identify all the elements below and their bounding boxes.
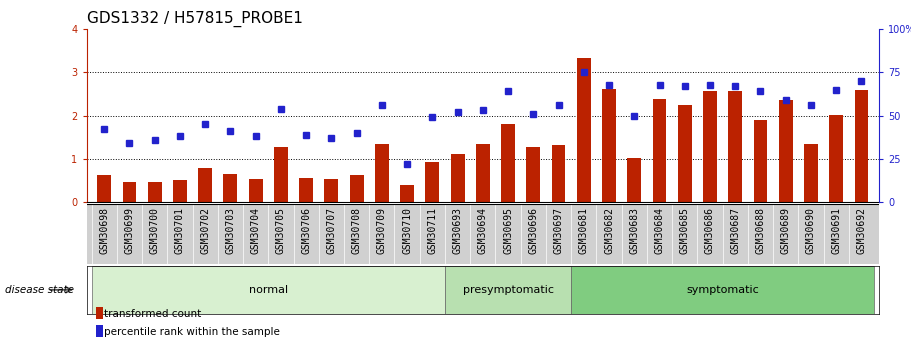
Text: GSM30704: GSM30704: [251, 207, 261, 254]
Text: GSM30687: GSM30687: [731, 207, 741, 254]
Text: GSM30684: GSM30684: [654, 207, 664, 254]
Bar: [804, 144, 818, 202]
Bar: [628, 158, 641, 202]
Bar: [577, 58, 590, 202]
Bar: [97, 175, 111, 202]
Bar: [445, 266, 571, 314]
Text: presymptomatic: presymptomatic: [463, 285, 554, 295]
Text: percentile rank within the sample: percentile rank within the sample: [105, 327, 281, 337]
Bar: [324, 179, 338, 202]
Bar: [501, 124, 515, 202]
Text: GSM30692: GSM30692: [856, 207, 866, 254]
Bar: [451, 155, 465, 202]
Bar: [249, 179, 262, 202]
Bar: [173, 180, 187, 202]
Text: GSM30690: GSM30690: [806, 207, 816, 254]
Text: GSM30709: GSM30709: [377, 207, 387, 254]
Bar: [602, 89, 616, 202]
Text: GSM30702: GSM30702: [200, 207, 210, 254]
Text: GSM30694: GSM30694: [478, 207, 487, 254]
Text: GSM30708: GSM30708: [352, 207, 362, 254]
Text: GSM30701: GSM30701: [175, 207, 185, 254]
Bar: [148, 183, 161, 202]
Text: GSM30683: GSM30683: [630, 207, 640, 254]
Text: GSM30693: GSM30693: [453, 207, 463, 254]
Bar: [92, 266, 445, 314]
Text: GSM30711: GSM30711: [427, 207, 437, 254]
Text: transformed count: transformed count: [105, 309, 201, 319]
Text: GSM30698: GSM30698: [99, 207, 109, 254]
Bar: [375, 144, 389, 202]
Text: GDS1332 / H57815_PROBE1: GDS1332 / H57815_PROBE1: [87, 10, 302, 27]
Bar: [476, 144, 490, 202]
Bar: [552, 145, 566, 202]
Bar: [425, 162, 439, 202]
Text: GSM30699: GSM30699: [125, 207, 135, 254]
Text: GSM30685: GSM30685: [680, 207, 690, 254]
Bar: [350, 175, 363, 202]
Bar: [571, 266, 874, 314]
Bar: [678, 105, 691, 202]
Bar: [855, 90, 868, 202]
Text: GSM30686: GSM30686: [705, 207, 715, 254]
Bar: [400, 186, 414, 202]
Bar: [122, 183, 137, 202]
Text: GSM30703: GSM30703: [225, 207, 235, 254]
Bar: [703, 90, 717, 202]
Bar: [829, 115, 844, 202]
Text: GSM30697: GSM30697: [554, 207, 564, 254]
Text: GSM30706: GSM30706: [302, 207, 312, 254]
Text: GSM30691: GSM30691: [831, 207, 841, 254]
Bar: [652, 99, 667, 202]
Bar: [728, 90, 742, 202]
Text: GSM30710: GSM30710: [402, 207, 412, 254]
Text: GSM30688: GSM30688: [755, 207, 765, 254]
Text: GSM30700: GSM30700: [149, 207, 159, 254]
Bar: [199, 168, 212, 202]
Bar: [274, 147, 288, 202]
Text: disease state: disease state: [5, 285, 74, 295]
Text: normal: normal: [249, 285, 288, 295]
Text: GSM30695: GSM30695: [503, 207, 513, 254]
Text: GSM30707: GSM30707: [326, 207, 336, 254]
Bar: [223, 174, 238, 202]
Text: GSM30696: GSM30696: [528, 207, 538, 254]
Text: GSM30682: GSM30682: [604, 207, 614, 254]
Bar: [753, 120, 767, 202]
Text: symptomatic: symptomatic: [686, 285, 759, 295]
Bar: [299, 178, 313, 202]
Bar: [527, 147, 540, 202]
Text: GSM30689: GSM30689: [781, 207, 791, 254]
Text: GSM30681: GSM30681: [578, 207, 589, 254]
Bar: [779, 100, 793, 202]
Text: GSM30705: GSM30705: [276, 207, 286, 254]
